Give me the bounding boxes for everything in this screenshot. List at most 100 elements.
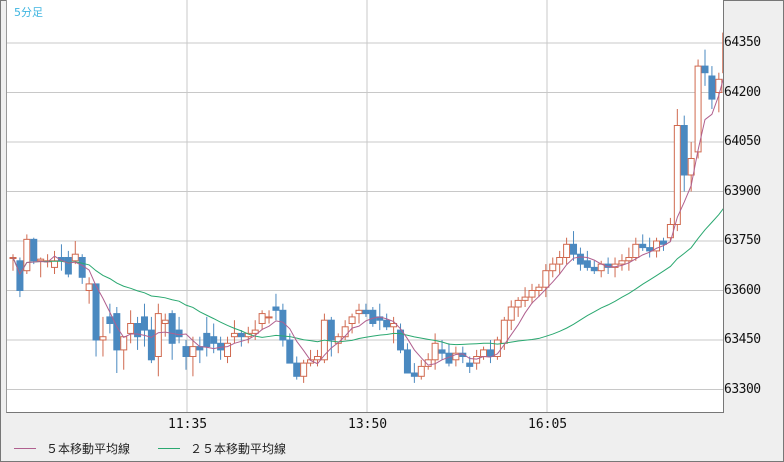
ma25-line <box>12 208 723 346</box>
candle <box>500 319 508 344</box>
candle <box>493 339 501 357</box>
legend-item-ma5: ５本移動平均線 <box>14 440 130 457</box>
candle <box>466 362 474 367</box>
candle <box>687 158 695 176</box>
candle <box>258 313 266 325</box>
candle <box>134 323 142 338</box>
candle <box>272 306 280 311</box>
candlestick-chart <box>7 0 723 412</box>
candle <box>403 349 411 374</box>
ma5-line-swatch-icon <box>14 448 36 449</box>
candle <box>293 362 301 377</box>
candle <box>327 319 335 341</box>
candle <box>127 323 135 334</box>
y-tick-label: 63300 <box>724 381 761 397</box>
candle <box>175 329 183 338</box>
candle <box>92 283 100 341</box>
legend-item-ma25: ２５本移動平均線 <box>158 440 286 457</box>
candle <box>64 257 72 275</box>
candle <box>576 253 584 265</box>
candle <box>410 372 418 377</box>
y-tick-label: 64200 <box>724 84 761 100</box>
candle <box>556 257 564 265</box>
candle <box>224 342 232 357</box>
candle <box>37 258 45 262</box>
candle <box>646 247 654 252</box>
candle <box>625 257 633 262</box>
y-tick-label: 63600 <box>724 282 761 298</box>
candle <box>300 362 308 377</box>
candle <box>210 336 218 344</box>
chart-title: 5分足 <box>14 6 43 19</box>
x-tick-label: 13:50 <box>348 417 388 432</box>
legend: ５本移動平均線 ２５本移動平均線 <box>14 440 286 457</box>
candle <box>459 352 467 358</box>
y-tick-label: 63450 <box>724 332 761 347</box>
candle <box>189 346 197 358</box>
candle <box>473 356 481 364</box>
candle <box>362 309 370 315</box>
candle <box>583 260 591 268</box>
candle <box>397 329 405 351</box>
candle <box>383 319 391 328</box>
y-tick-label: 63750 <box>724 233 761 248</box>
candle <box>701 65 709 74</box>
candle <box>486 349 494 357</box>
candle <box>147 329 155 361</box>
x-tick-label: 11:35 <box>168 417 208 432</box>
legend-label-ma5: ５本移動平均線 <box>46 442 131 456</box>
candle <box>639 243 647 249</box>
candle <box>480 349 488 357</box>
candle <box>590 266 598 272</box>
candle <box>286 339 294 364</box>
candle <box>708 75 716 100</box>
candle <box>452 352 460 361</box>
candle <box>438 349 446 354</box>
y-tick-label: 64050 <box>724 134 761 149</box>
candle <box>106 316 114 324</box>
candle <box>563 243 571 259</box>
candle <box>355 309 363 315</box>
candle <box>424 359 432 367</box>
candle <box>521 296 529 301</box>
candle <box>507 306 515 321</box>
candle <box>431 342 439 361</box>
candle <box>113 313 121 351</box>
candle <box>632 243 640 259</box>
x-tick-label: 16:05 <box>528 417 568 432</box>
candle <box>237 332 245 338</box>
candle <box>140 316 148 331</box>
candle <box>417 365 425 377</box>
candle <box>71 253 79 262</box>
candle <box>168 313 176 344</box>
legend-label-ma25: ２５本移動平均線 <box>190 442 287 456</box>
candle <box>570 243 578 255</box>
candle <box>85 283 93 291</box>
candle <box>535 286 543 292</box>
candle <box>549 263 557 272</box>
candle <box>16 260 24 291</box>
candle <box>369 309 377 324</box>
candle <box>251 329 259 334</box>
y-tick-label: 64350 <box>724 35 761 50</box>
ma25-line-swatch-icon <box>158 448 181 449</box>
candle <box>673 125 681 225</box>
candle <box>230 332 238 338</box>
candle <box>161 319 169 325</box>
candle <box>265 316 273 319</box>
plot-area[interactable] <box>6 0 724 413</box>
candle <box>618 260 626 265</box>
candle <box>120 336 128 351</box>
candle <box>653 240 661 252</box>
candle <box>30 238 38 262</box>
candle <box>341 326 349 338</box>
candle <box>348 316 356 324</box>
candle <box>23 238 31 272</box>
candle <box>659 240 667 245</box>
candle <box>313 356 321 361</box>
y-tick-label: 63900 <box>724 183 761 199</box>
candle <box>528 290 536 298</box>
candle <box>542 270 550 288</box>
candle <box>514 299 522 308</box>
ma5-line <box>12 78 723 366</box>
